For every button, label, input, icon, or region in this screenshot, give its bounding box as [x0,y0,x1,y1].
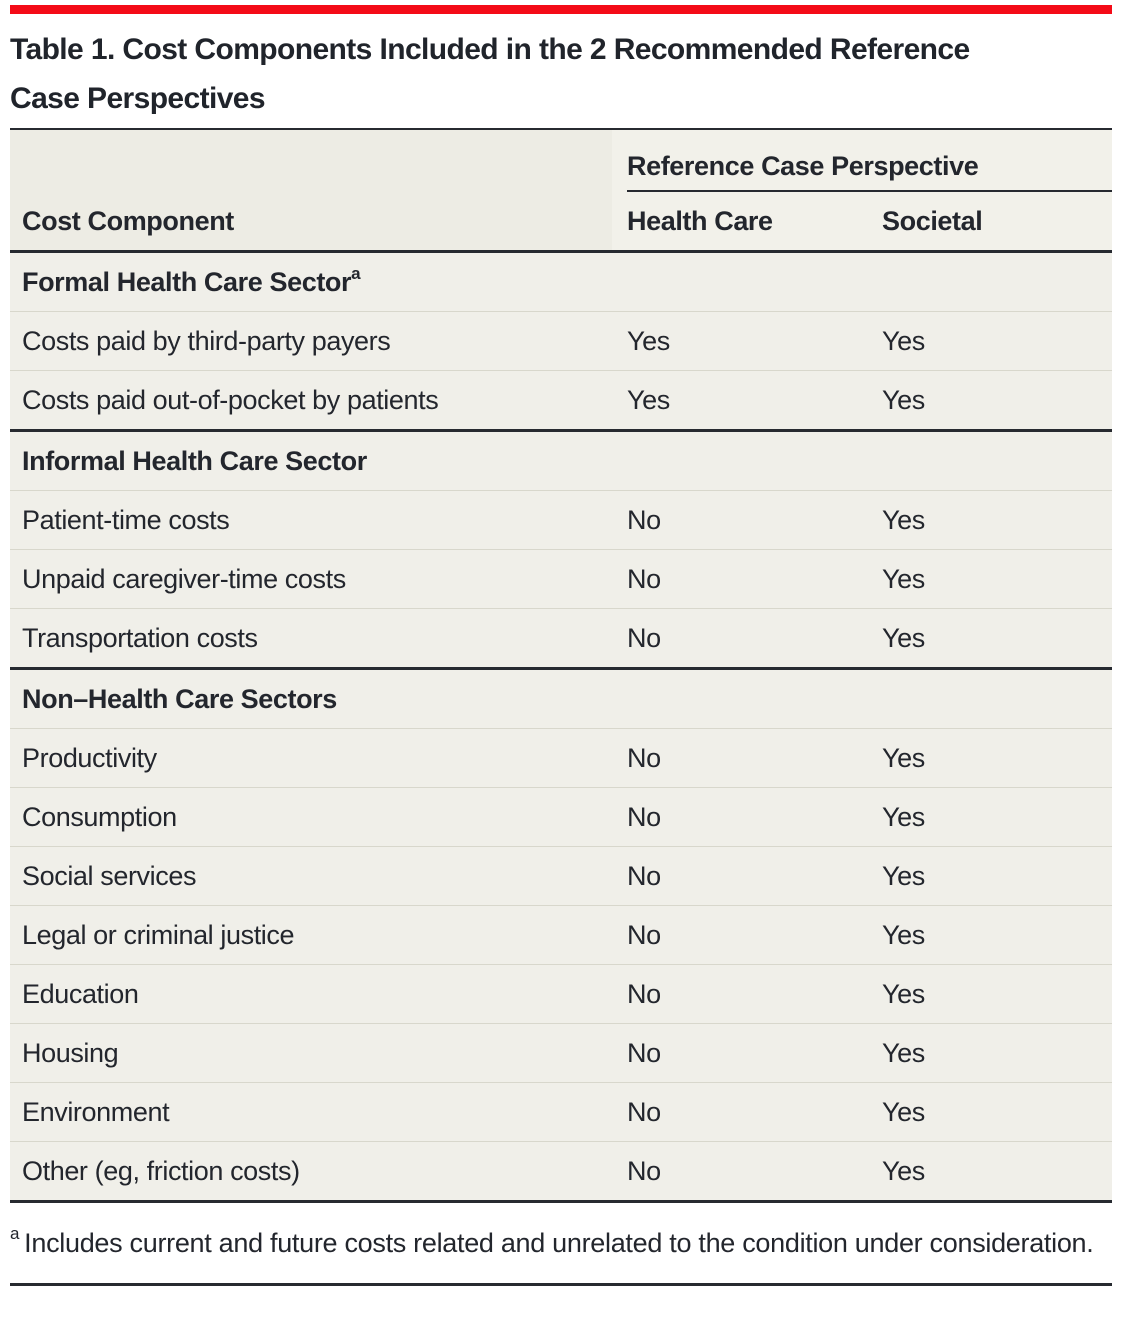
row-label-cell: Education [10,964,612,1024]
spanner-row: Reference Case Perspective [10,129,1113,192]
table-row: Consumption No Yes [10,787,1113,847]
table-body: Formal Health Care Sectora Costs paid by … [10,251,1113,1202]
health-care-cell: No [612,1082,867,1142]
row-label-cell: Costs paid out-of-pocket by patients [10,370,612,431]
row-label-cell: Transportation costs [10,608,612,669]
societal-cell: Yes [867,1082,1113,1142]
column-header-societal: Societal [867,192,1113,252]
cost-components-table: Reference Case Perspective Cost Componen… [10,128,1113,1203]
column-header-health-care: Health Care [612,192,867,252]
section-header-cell: Informal Health Care Sector [10,430,1113,491]
table-row: Education No Yes [10,964,1113,1024]
health-care-cell: No [612,787,867,847]
health-care-cell: Yes [612,311,867,371]
column-spanner-cell: Reference Case Perspective [612,129,1113,192]
societal-cell: Yes [867,964,1113,1024]
health-care-cell: No [612,728,867,788]
health-care-cell: No [612,549,867,609]
row-label-cell: Environment [10,1082,612,1142]
row-label-cell: Other (eg, friction costs) [10,1141,612,1202]
section-header-label: Informal Health Care Sector [22,445,367,476]
health-care-cell: Yes [612,370,867,431]
accent-bar [10,5,1112,14]
health-care-cell: No [612,905,867,965]
column-header-cost-component: Cost Component [10,192,612,252]
footnote: a Includes current and future costs relat… [10,1219,1112,1268]
table-row: Productivity No Yes [10,728,1113,788]
health-care-cell: No [612,964,867,1024]
societal-cell: Yes [867,728,1113,788]
row-label-cell: Legal or criminal justice [10,905,612,965]
societal-cell: Yes [867,1023,1113,1083]
table-row: Unpaid caregiver-time costs No Yes [10,549,1113,609]
societal-cell: Yes [867,370,1113,431]
health-care-cell: No [612,490,867,550]
table-row: Legal or criminal justice No Yes [10,905,1113,965]
column-spanner: Reference Case Perspective [627,130,1113,192]
table-row: Other (eg, friction costs) No Yes [10,1141,1113,1202]
row-label-cell: Consumption [10,787,612,847]
table-header: Reference Case Perspective Cost Componen… [10,129,1113,252]
section-header-row: Non–Health Care Sectors [10,668,1113,729]
table-row: Environment No Yes [10,1082,1113,1142]
section-header-row: Informal Health Care Sector [10,430,1113,491]
table-title: Table 1. Cost Components Included in the… [10,25,1112,123]
section-header-label: Formal Health Care Sector [22,266,352,297]
footnote-marker: a [10,1224,20,1243]
health-care-cell: No [612,608,867,669]
table-row: Costs paid out-of-pocket by patients Yes Y… [10,370,1113,431]
societal-cell: Yes [867,490,1113,550]
section-header-row: Formal Health Care Sectora [10,251,1113,312]
table-row: Costs paid by third-party payers Yes Yes [10,311,1113,371]
societal-cell: Yes [867,787,1113,847]
table-row: Social services No Yes [10,846,1113,906]
table-row: Transportation costs No Yes [10,608,1113,669]
societal-cell: Yes [867,608,1113,669]
section-header-label: Non–Health Care Sectors [22,683,337,714]
row-label-cell: Social services [10,846,612,906]
table-title-line-1: Table 1. Cost Components Included in the… [10,33,970,66]
row-label-cell: Housing [10,1023,612,1083]
bottom-rule [10,1283,1112,1286]
table-row: Housing No Yes [10,1023,1113,1083]
health-care-cell: No [612,1023,867,1083]
row-label-cell: Productivity [10,728,612,788]
health-care-cell: No [612,1141,867,1202]
column-header-row: Cost Component Health Care Societal [10,192,1113,252]
spanner-empty-cell [10,129,612,192]
societal-cell: Yes [867,311,1113,371]
societal-cell: Yes [867,549,1113,609]
section-header-cell: Non–Health Care Sectors [10,668,1113,729]
footnote-text: Includes current and future costs relate… [24,1228,1094,1258]
societal-cell: Yes [867,846,1113,906]
health-care-cell: No [612,846,867,906]
societal-cell: Yes [867,1141,1113,1202]
row-label-cell: Costs paid by third-party payers [10,311,612,371]
section-header-cell: Formal Health Care Sectora [10,251,1113,312]
row-label-cell: Unpaid caregiver-time costs [10,549,612,609]
societal-cell: Yes [867,905,1113,965]
row-label-cell: Patient-time costs [10,490,612,550]
table-title-line-2: Case Perspectives [10,82,266,115]
table-row: Patient-time costs No Yes [10,490,1113,550]
section-header-footnote-marker: a [351,263,361,283]
